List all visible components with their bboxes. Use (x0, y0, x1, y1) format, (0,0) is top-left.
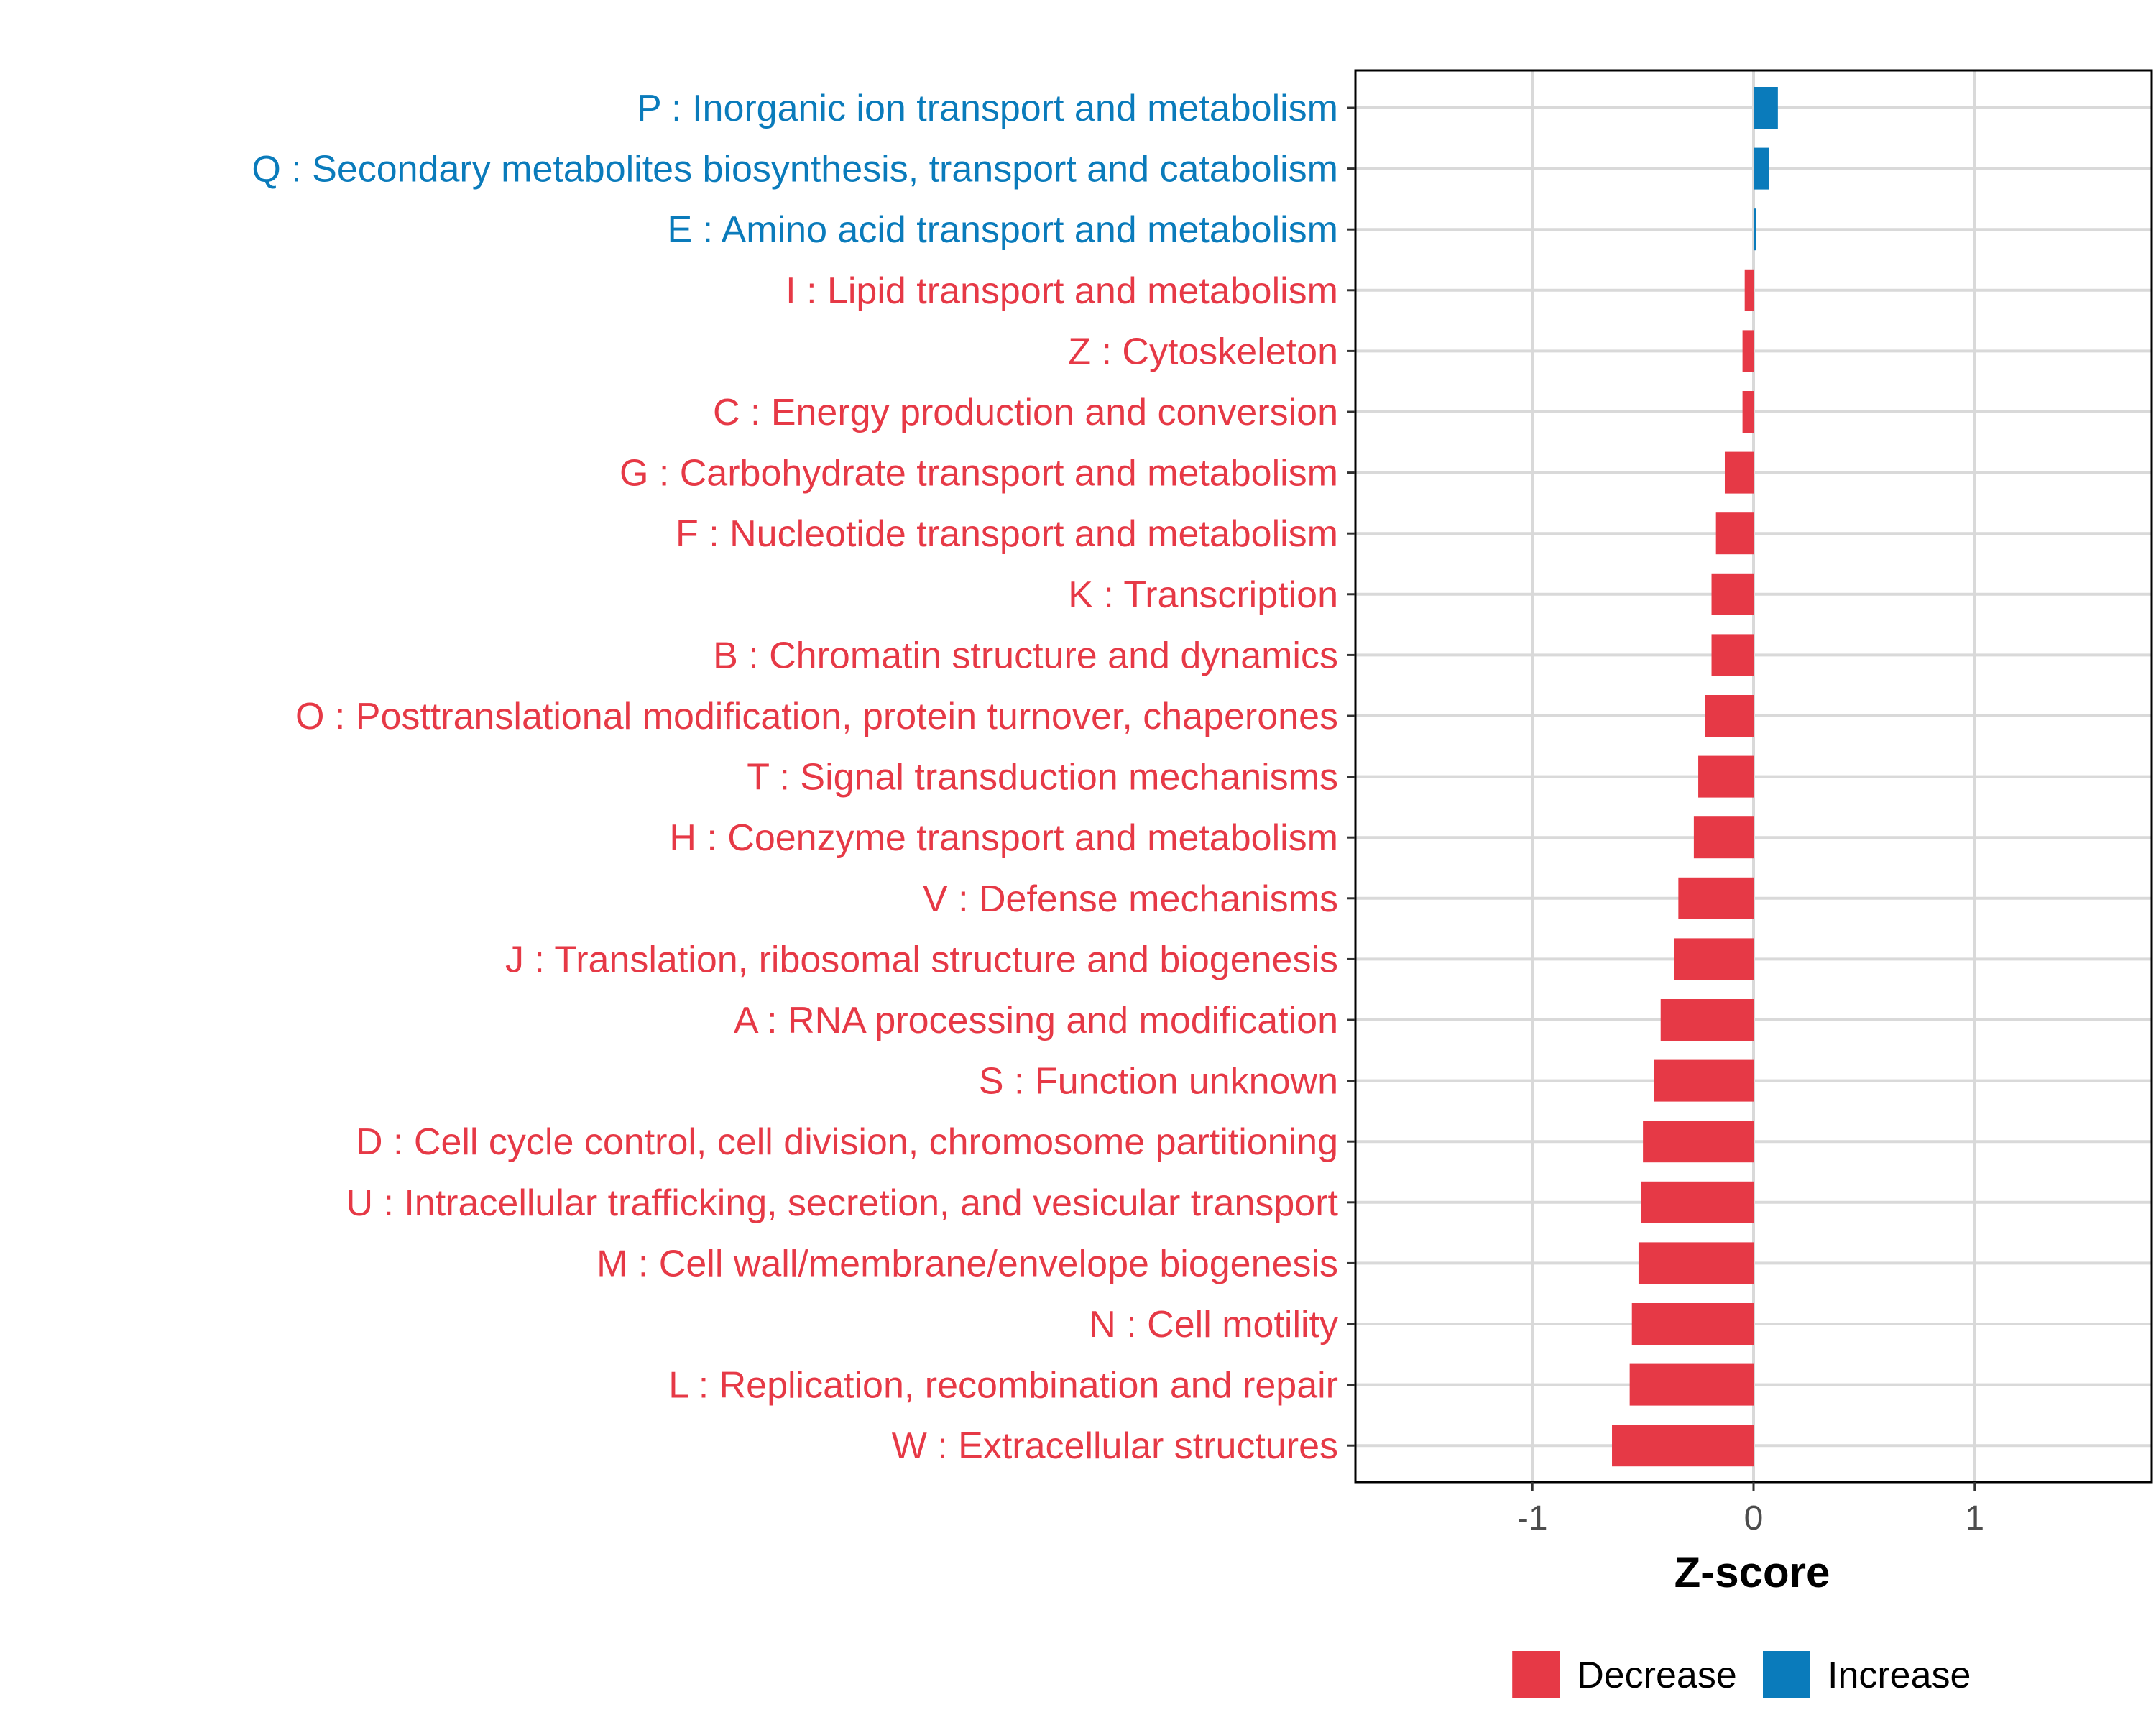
y-tick-label: P : Inorganic ion transport and metaboli… (637, 88, 1338, 129)
x-axis: -1 0 1 (1517, 1482, 1984, 1537)
legend-label: Increase (1828, 1655, 1971, 1696)
bar (1742, 391, 1754, 433)
legend-swatch (1512, 1651, 1560, 1698)
bar (1612, 1425, 1754, 1467)
y-tick-label: V : Defense mechanisms (923, 878, 1338, 920)
y-tick-label: H : Coenzyme transport and metabolism (669, 817, 1338, 859)
bar (1678, 877, 1754, 919)
bar (1641, 1181, 1754, 1223)
bar (1744, 269, 1754, 311)
x-tick-label: 0 (1744, 1499, 1764, 1537)
bar (1638, 1242, 1754, 1284)
bar (1660, 999, 1754, 1041)
legend: Decrease Increase (1512, 1651, 1971, 1698)
y-tick-label: I : Lipid transport and metabolism (786, 270, 1338, 312)
bar (1631, 1303, 1754, 1345)
bar (1674, 938, 1754, 980)
bar (1724, 451, 1754, 494)
bar (1754, 147, 1769, 190)
y-tick-label: M : Cell wall/membrane/envelope biogenes… (596, 1243, 1338, 1284)
y-tick-label: L : Replication, recombination and repai… (668, 1365, 1338, 1407)
y-tick-label: G : Carbohydrate transport and metabolis… (619, 453, 1338, 494)
bar (1654, 1059, 1754, 1102)
y-tick-label: T : Signal transduction mechanisms (747, 757, 1338, 799)
y-tick-label: F : Nucleotide transport and metabolism (676, 513, 1338, 555)
y-tick-label: C : Energy production and conversion (713, 392, 1338, 433)
y-tick-label: N : Cell motility (1089, 1304, 1338, 1346)
bar (1643, 1121, 1754, 1163)
bar (1711, 573, 1754, 615)
x-tick-label: 1 (1965, 1499, 1984, 1537)
y-tick-label: O : Posttranslational modification, prot… (295, 696, 1338, 737)
bar (1742, 330, 1754, 372)
y-tick-label: K : Transcription (1068, 574, 1338, 616)
bar (1711, 634, 1754, 676)
legend-label: Decrease (1577, 1655, 1737, 1696)
bar (1693, 816, 1754, 859)
y-tick-label: J : Translation, ribosomal structure and… (505, 939, 1338, 980)
y-tick-label: S : Function unknown (979, 1061, 1338, 1103)
x-axis-title: Z-score (1674, 1548, 1830, 1596)
y-tick-label: Q : Secondary metabolites biosynthesis, … (252, 149, 1338, 190)
y-tick-label: A : RNA processing and modification (734, 1000, 1338, 1041)
bar (1629, 1363, 1754, 1406)
y-tick-label: D : Cell cycle control, cell division, c… (356, 1121, 1338, 1163)
y-tick-label: Z : Cytoskeleton (1068, 331, 1338, 372)
x-tick-label: -1 (1517, 1499, 1548, 1537)
bar (1754, 208, 1756, 251)
y-tick-label: W : Extracellular structures (892, 1425, 1338, 1467)
bar (1698, 755, 1754, 798)
y-tick-label: E : Amino acid transport and metabolism (667, 209, 1338, 251)
bar (1754, 87, 1778, 129)
bar (1705, 695, 1754, 737)
bar (1715, 512, 1754, 555)
y-axis: P : Inorganic ion transport and metaboli… (252, 88, 1355, 1467)
y-tick-label: B : Chromatin structure and dynamics (713, 635, 1338, 676)
bars (1612, 87, 1778, 1467)
legend-swatch (1763, 1651, 1810, 1698)
y-tick-label: U : Intracellular trafficking, secretion… (346, 1182, 1338, 1224)
